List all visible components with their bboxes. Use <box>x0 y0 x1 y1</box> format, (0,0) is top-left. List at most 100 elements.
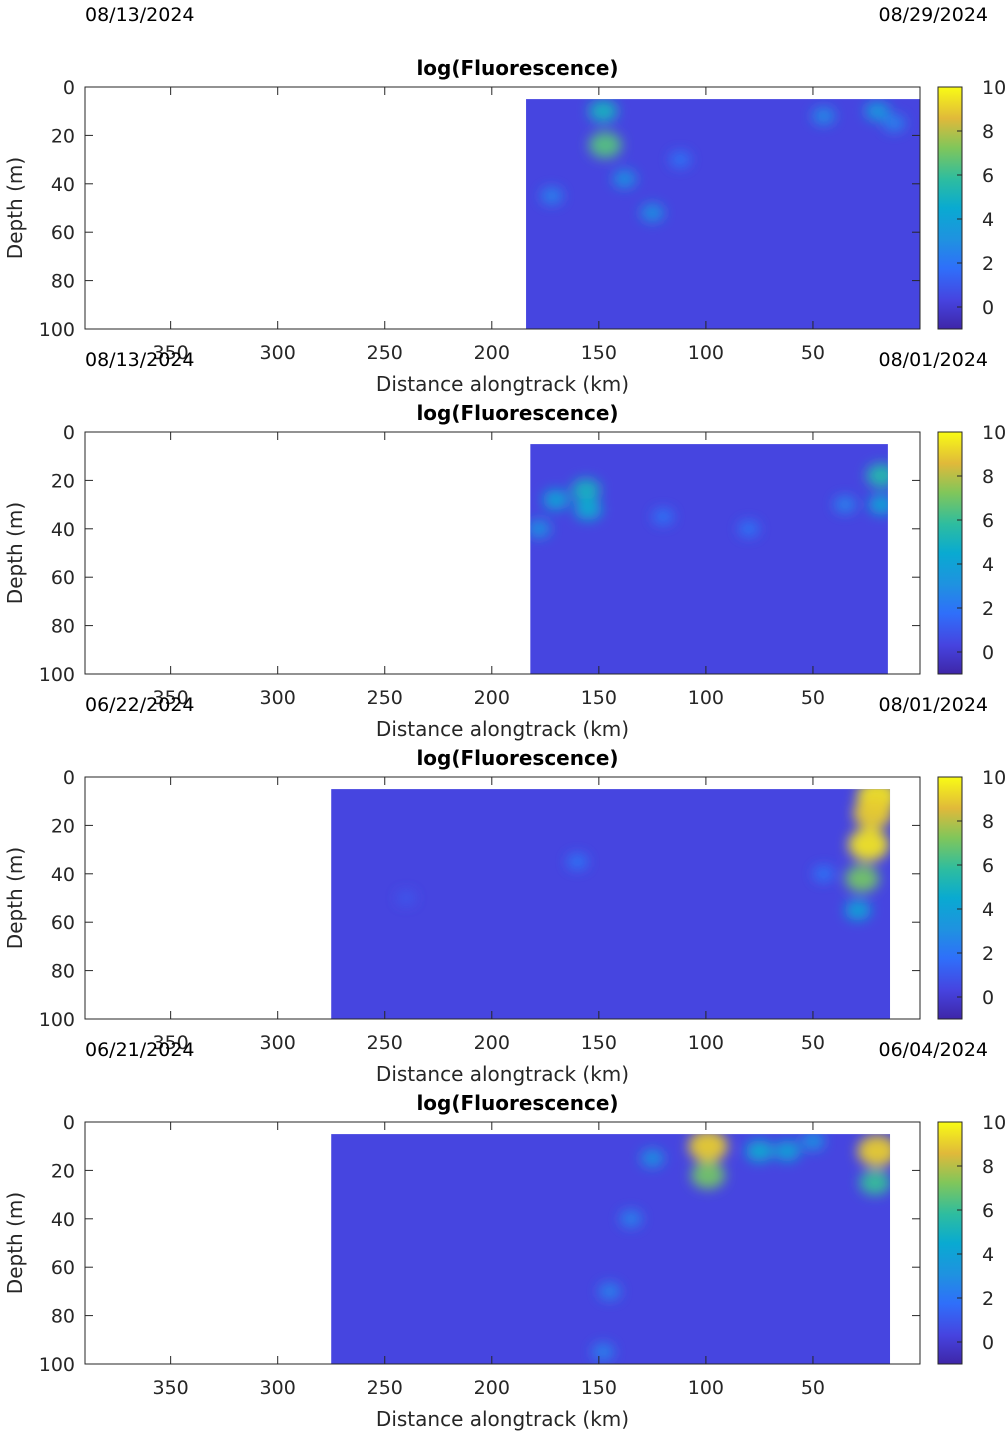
x-tick-label: 250 <box>367 1377 403 1399</box>
colorbar-tick-label: 0 <box>982 642 994 664</box>
chart-title: log(Fluorescence) <box>416 401 618 425</box>
fluorescence-patches <box>530 463 888 539</box>
colorbar-tick-label: 4 <box>982 1244 994 1266</box>
x-tick-label: 50 <box>801 1032 825 1054</box>
x-tick-label: 50 <box>801 342 825 364</box>
fluorescence-blob-8 <box>396 890 416 906</box>
fluorescence-blob-6 <box>868 494 888 515</box>
colorbar-tick-label: 6 <box>982 855 994 877</box>
y-tick-label: 20 <box>51 1160 75 1182</box>
x-tick-label: 250 <box>367 342 403 364</box>
colorbar-tick-label: 0 <box>982 1332 994 1354</box>
end-date-label: 08/01/2024 <box>878 349 988 371</box>
fluorescence-blob-8 <box>619 1210 643 1228</box>
x-tick-label: 350 <box>153 1032 189 1054</box>
x-tick-label: 350 <box>153 1377 189 1399</box>
x-tick-label: 150 <box>581 342 617 364</box>
colorbar <box>937 1121 963 1365</box>
x-tick-label: 150 <box>581 687 617 709</box>
fluorescence-patches <box>591 1134 891 1361</box>
y-tick-label: 0 <box>63 767 75 789</box>
y-tick-label: 0 <box>63 422 75 444</box>
data-region <box>331 1134 891 1364</box>
x-tick-label: 300 <box>260 687 296 709</box>
y-tick-label: 60 <box>51 567 75 589</box>
fluorescence-blob-8 <box>738 520 760 537</box>
colorbar <box>937 431 963 675</box>
fluorescence-blob-5 <box>540 187 563 205</box>
chart-title: log(Fluorescence) <box>416 56 618 80</box>
colorbar-tick-label: 8 <box>982 466 994 488</box>
fluorescence-blob-1 <box>588 99 618 123</box>
chart-title: log(Fluorescence) <box>416 746 618 770</box>
fluorescence-blob-3 <box>857 1135 891 1167</box>
y-tick-label: 20 <box>51 125 75 147</box>
y-tick-label: 40 <box>51 1209 75 1231</box>
colorbar-tick-label: 0 <box>982 297 994 319</box>
x-tick-label: 200 <box>474 1377 510 1399</box>
y-tick-label: 80 <box>51 961 75 983</box>
fluorescence-blob-1 <box>571 478 601 502</box>
colorbar-tick-label: 10 <box>982 422 1006 444</box>
y-tick-label: 80 <box>51 271 75 293</box>
fluorescence-blob-3 <box>542 489 570 511</box>
y-axis-label: Depth (m) <box>3 847 27 949</box>
y-tick-label: 0 <box>63 77 75 99</box>
fluorescence-blob-2 <box>690 1161 726 1189</box>
y-tick-label: 100 <box>39 1009 75 1031</box>
fluorescence-blob-6 <box>669 151 691 168</box>
start-date-label: 08/13/2024 <box>85 349 195 371</box>
fluorescence-patches <box>396 789 891 921</box>
chart-panel-3: 350 300 250 200 150 100 50020406080100log(Fluo… <box>3 694 1006 1086</box>
colorbar-tick-label: 2 <box>982 253 994 275</box>
chart-panel-1: 350 300 250 200 150 100 50020406080100log(Fluo… <box>3 4 1006 396</box>
x-tick-label: 100 <box>688 1377 724 1399</box>
fluorescence-blob-11 <box>801 1134 825 1151</box>
fluorescence-blob-7 <box>812 106 836 126</box>
y-tick-label: 100 <box>39 1354 75 1376</box>
colorbar-tick-label: 6 <box>982 165 994 187</box>
y-axis-label: Depth (m) <box>3 157 27 259</box>
x-tick-label: 300 <box>260 1377 296 1399</box>
data-region <box>526 99 920 329</box>
x-tick-label: 350 <box>153 687 189 709</box>
y-tick-label: 80 <box>51 616 75 638</box>
x-tick-label: 150 <box>581 1377 617 1399</box>
axes-frame <box>84 776 921 1020</box>
data-region <box>530 444 888 674</box>
colorbar-tick-label: 10 <box>982 77 1006 99</box>
colorbar-tick-label: 2 <box>982 598 994 620</box>
fluorescence-blob-7 <box>640 1149 665 1168</box>
end-date-label: 08/01/2024 <box>878 694 988 716</box>
y-axis-label: Depth (m) <box>3 502 27 604</box>
y-tick-label: 60 <box>51 222 75 244</box>
x-tick-label: 100 <box>688 342 724 364</box>
start-date-label: 08/13/2024 <box>85 4 195 26</box>
x-axis-label: Distance alongtrack (km) <box>376 717 629 741</box>
end-date-label: 08/29/2024 <box>878 4 988 26</box>
chart-panel-4: 350 300 250 200 150 100 50020406080100log(Fluo… <box>3 1039 1006 1431</box>
x-tick-label: 100 <box>688 1032 724 1054</box>
colorbar-tick-label: 10 <box>982 767 1006 789</box>
colorbar-tick-label: 0 <box>982 987 994 1009</box>
axes-frame <box>84 431 921 675</box>
colorbar-tick-label: 8 <box>982 811 994 833</box>
start-date-label: 06/21/2024 <box>85 1039 195 1061</box>
fluorescence-blob-9 <box>883 114 906 133</box>
data-region <box>331 789 891 1019</box>
fluorescence-blob-7 <box>813 865 835 882</box>
fluorescence-blob-7 <box>652 508 674 525</box>
y-tick-label: 100 <box>39 319 75 341</box>
fluorescence-blob-4 <box>530 519 551 539</box>
x-tick-label: 150 <box>581 1032 617 1054</box>
colorbar-tick-label: 8 <box>982 1156 994 1178</box>
x-axis-label: Distance alongtrack (km) <box>376 1407 629 1431</box>
colorbar-tick-label: 6 <box>982 1200 994 1222</box>
start-date-label: 06/22/2024 <box>85 694 195 716</box>
colorbar-tick-label: 4 <box>982 209 994 231</box>
x-tick-label: 200 <box>474 342 510 364</box>
colorbar-tick-label: 10 <box>982 1112 1006 1134</box>
x-tick-label: 350 <box>153 342 189 364</box>
y-tick-label: 40 <box>51 519 75 541</box>
y-tick-label: 20 <box>51 470 75 492</box>
